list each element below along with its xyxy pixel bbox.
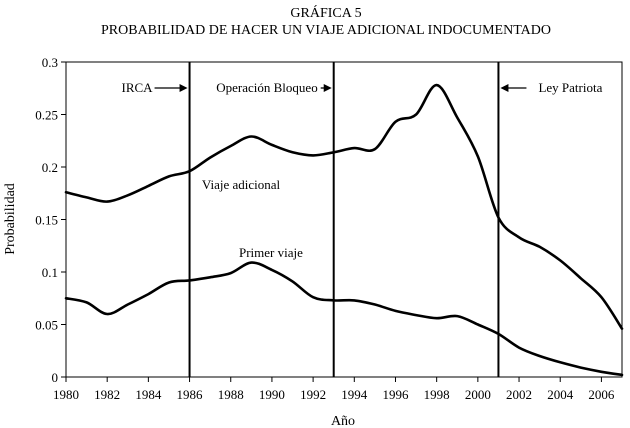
y-tick-label: 0.25 [35, 108, 58, 123]
x-tick-label: 1990 [259, 387, 285, 402]
series-line-primer-viaje [64, 261, 624, 377]
y-tick-label: 0.3 [42, 55, 58, 70]
plot-frame [65, 61, 623, 378]
series-label: Viaje adicional [202, 177, 281, 192]
x-tick-label: 2002 [506, 387, 532, 402]
y-tick-label: 0.2 [42, 160, 58, 175]
series-line-viaje-adicional [64, 83, 624, 330]
x-tick-label: 1988 [218, 387, 244, 402]
x-tick-label: 2004 [547, 387, 574, 402]
reference-arrow-head [323, 84, 332, 92]
reference-label: IRCA [121, 80, 153, 95]
x-tick-label: 2000 [465, 387, 491, 402]
y-tick-label: 0.1 [42, 265, 58, 280]
y-tick-label: 0.05 [35, 318, 58, 333]
series-label: Primer viaje [239, 245, 303, 260]
x-tick-label: 1994 [341, 387, 368, 402]
x-tick-label: 1982 [94, 387, 120, 402]
x-tick-label: 1986 [177, 387, 204, 402]
x-tick-label: 1992 [300, 387, 326, 402]
reference-arrow-head [500, 84, 509, 92]
x-tick-label: 1984 [135, 387, 162, 402]
chart-subtitle: PROBABILIDAD DE HACER UN VIAJE ADICIONAL… [101, 23, 551, 38]
x-tick-label: 2006 [588, 387, 615, 402]
x-tick-label: 1996 [382, 387, 409, 402]
reference-label: Operación Bloqueo [216, 80, 317, 95]
plot-area: 0 0.05 0.1 0.15 0.2 0.25 0.3 1980 1982 1984 1986 19… [35, 55, 624, 402]
chart-title: GRÁFICA 5 [290, 4, 361, 21]
x-tick-label: 1980 [53, 387, 79, 402]
y-tick-label: 0 [52, 370, 59, 385]
y-axis-label: Probabilidad [3, 183, 18, 255]
reference-label: Ley Patriota [538, 80, 602, 95]
x-axis-label: Año [331, 414, 355, 428]
y-tick-label: 0.15 [35, 213, 58, 228]
reference-arrow-head [179, 84, 188, 92]
x-tick-label: 1998 [424, 387, 450, 402]
